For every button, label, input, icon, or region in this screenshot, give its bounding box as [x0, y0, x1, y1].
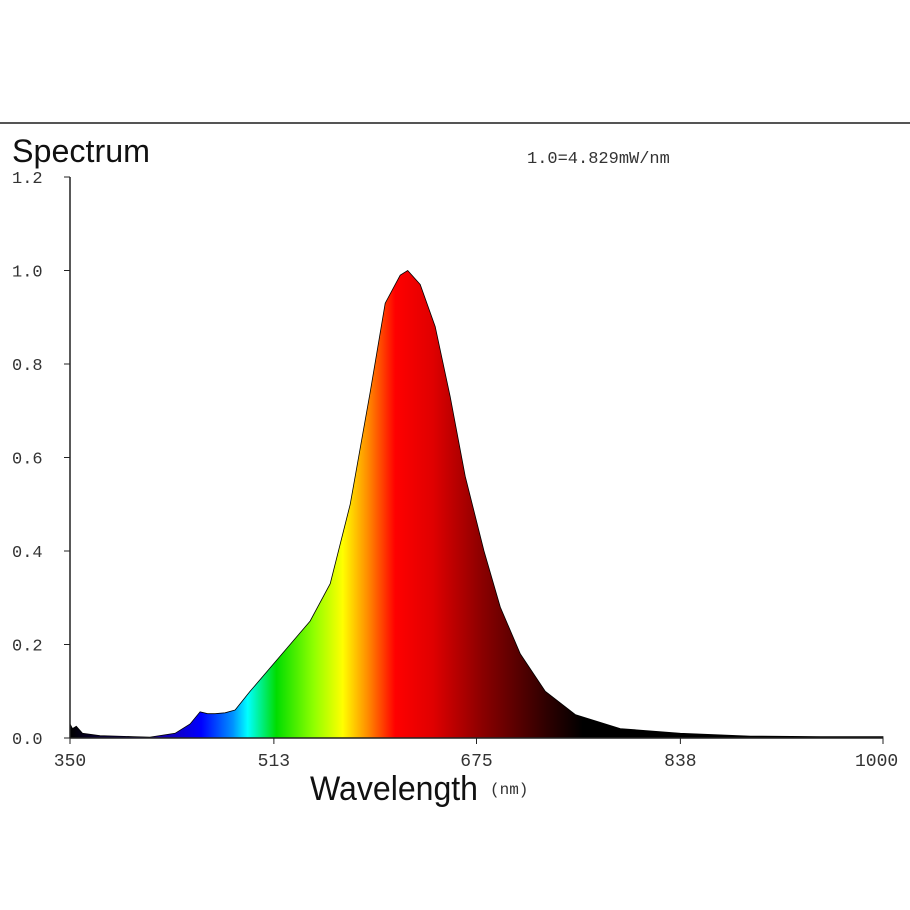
y-tick-label: 0.2 [12, 638, 43, 657]
x-tick-label: 350 [54, 752, 86, 772]
x-tick-label: 838 [664, 752, 696, 772]
y-tick-label: 0.8 [12, 357, 43, 376]
y-tick-label: 1.0 [12, 264, 43, 283]
y-tick-label: 0.0 [12, 731, 43, 750]
chart-title: Spectrum [12, 133, 150, 169]
y-tick-label: 1.2 [12, 170, 43, 189]
x-tick-label: 1000 [855, 752, 898, 772]
x-axis-unit: (nm) [490, 781, 528, 799]
x-tick-label: 675 [460, 752, 492, 772]
y-tick-label: 0.4 [12, 544, 43, 563]
scale-annotation: 1.0=4.829mW/nm [527, 150, 670, 169]
x-tick-label: 513 [258, 752, 290, 772]
spectrum-area [69, 269, 884, 739]
y-tick-label: 0.6 [12, 451, 43, 470]
x-axis-label: Wavelength [310, 770, 478, 808]
